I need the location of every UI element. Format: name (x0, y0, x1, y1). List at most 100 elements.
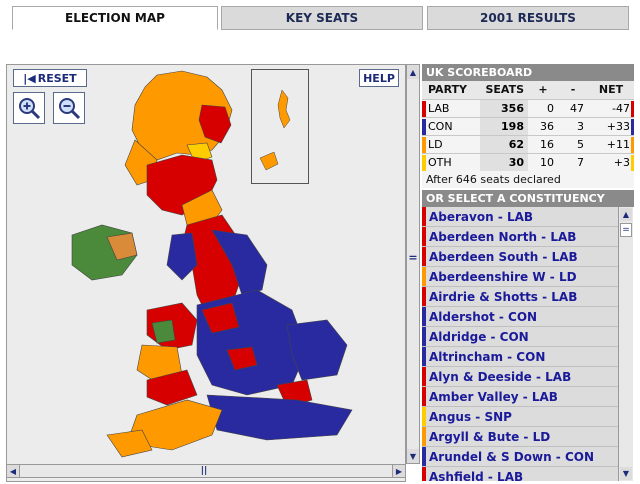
map-region-aberdeen (198, 104, 232, 144)
constituency-list-title: OR SELECT A CONSTITUENCY (422, 190, 634, 207)
scroll-right-arrow-icon[interactable]: ▶ (392, 465, 405, 477)
constituency-label: Aldershot - CON (429, 309, 538, 324)
party-cell: CON (422, 117, 480, 136)
scoreboard-header-row: PARTY SEATS + - NET (422, 81, 634, 100)
constituency-label: Aberavon - LAB (429, 209, 534, 224)
scroll-down-arrow-icon[interactable]: ▼ (407, 449, 419, 463)
scoreboard-row-lab: LAB 356 0 47 -47 (422, 99, 634, 118)
header-minus: - (558, 81, 588, 100)
uk-constituency-map[interactable] (7, 65, 406, 465)
party-color-bar (422, 367, 426, 386)
seats-cell: 30 (480, 153, 528, 172)
constituency-label: Arundel & S Down - CON (429, 449, 594, 464)
constituency-list-item[interactable]: Aberavon - LAB (422, 207, 618, 227)
constituency-list-item[interactable]: Altrincham - CON (422, 347, 618, 367)
constituency-label: Aberdeenshire W - LD (429, 269, 577, 284)
losses-cell: 3 (558, 117, 588, 136)
constituency-list-item[interactable]: Argyll & Bute - LD (422, 427, 618, 447)
constituency-list-item[interactable]: Aberdeenshire W - LD (422, 267, 618, 287)
losses-cell: 5 (558, 135, 588, 154)
losses-cell: 47 (558, 99, 588, 118)
map-region-cumbria (166, 232, 198, 281)
seats-cell: 356 (480, 99, 528, 118)
zoom-out-icon (59, 98, 81, 120)
constituency-list-item[interactable]: Arundel & S Down - CON (422, 447, 618, 467)
constituency-label: Aberdeen North - LAB (429, 229, 577, 244)
constituency-list-item[interactable]: Aldridge - CON (422, 327, 618, 347)
gains-cell: 36 (528, 117, 558, 136)
zoom-in-button[interactable] (13, 92, 45, 124)
constituency-list[interactable]: Aberavon - LAB Aberdeen North - LAB Aberde… (422, 207, 618, 481)
map-region-south-wales (146, 369, 198, 406)
seats-cell: 62 (480, 135, 528, 154)
reset-button[interactable]: |◀ RESET (13, 69, 87, 87)
header-seats: SEATS (480, 81, 528, 100)
losses-cell: 7 (558, 153, 588, 172)
constituency-label: Alyn & Deeside - LAB (429, 369, 572, 384)
party-color-bar (422, 307, 426, 326)
constituency-list-item[interactable]: Airdrie & Shotts - LAB (422, 287, 618, 307)
scroll-grip-icon[interactable]: = (408, 250, 418, 264)
party-color-bar (422, 267, 426, 286)
constituency-list-item[interactable]: Ashfield - LAB (422, 467, 618, 481)
constituency-list-item[interactable]: Amber Valley - LAB (422, 387, 618, 407)
constituency-list-item[interactable]: Alyn & Deeside - LAB (422, 367, 618, 387)
scroll-left-arrow-icon[interactable]: ◀ (7, 465, 20, 477)
gains-cell: 16 (528, 135, 558, 154)
scroll-up-arrow-icon[interactable]: ▲ (407, 65, 419, 79)
party-color-bar (422, 347, 426, 366)
map-region-yorkshire (211, 229, 268, 296)
seats-declared-status: After 646 seats declared (422, 171, 634, 188)
scoreboard-table: PARTY SEATS + - NET LAB 356 0 47 -47 CON… (422, 81, 634, 172)
net-cell: +11 (588, 135, 634, 154)
constituency-label: Angus - SNP (429, 409, 512, 424)
seats-cell: 198 (480, 117, 528, 136)
constituency-label: Aldridge - CON (429, 329, 529, 344)
scoreboard-row-ld: LD 62 16 5 +11 (422, 135, 634, 154)
constituency-list-scrollbar[interactable]: ▲ = ▼ (618, 207, 633, 481)
map-region-cornwall (106, 429, 153, 458)
map-region-ni-east (106, 232, 138, 261)
party-cell: LAB (422, 99, 480, 118)
scroll-down-arrow-icon[interactable]: ▼ (620, 467, 632, 480)
net-cell: +33 (588, 117, 634, 136)
party-color-bar (422, 247, 426, 266)
constituency-label: Altrincham - CON (429, 349, 546, 364)
gains-cell: 10 (528, 153, 558, 172)
tab-2001-results[interactable]: 2001 RESULTS (427, 6, 629, 30)
tab-election-map[interactable]: ELECTION MAP (12, 6, 218, 30)
constituency-list-item[interactable]: Aberdeen South - LAB (422, 247, 618, 267)
scroll-up-arrow-icon[interactable]: ▲ (620, 208, 632, 221)
party-color-bar (422, 207, 426, 226)
constituency-label: Amber Valley - LAB (429, 389, 558, 404)
zoom-out-button[interactable] (53, 92, 85, 124)
scroll-thumb[interactable]: = (620, 223, 632, 237)
constituency-label: Airdrie & Shotts - LAB (429, 289, 578, 304)
party-color-bar (422, 287, 426, 306)
map-region-birmingham (226, 346, 258, 371)
constituency-list-item[interactable]: Aldershot - CON (422, 307, 618, 327)
party-color-bar (422, 467, 426, 481)
shetland-orkney-inset (251, 69, 309, 184)
party-color-bar (422, 327, 426, 346)
scoreboard-row-con: CON 198 36 3 +33 (422, 117, 634, 136)
map-region-south-east (206, 394, 353, 441)
reset-label: RESET (37, 71, 77, 85)
constituency-list-item[interactable]: Angus - SNP (422, 407, 618, 427)
tab-key-seats[interactable]: KEY SEATS (221, 6, 423, 30)
net-cell: +3 (588, 153, 634, 172)
rewind-icon: |◀ (23, 71, 36, 85)
map-horizontal-scrollbar[interactable]: ◀ || ▶ (6, 464, 406, 478)
map-region-east-anglia (286, 319, 348, 381)
zoom-in-icon (19, 98, 41, 120)
map-vertical-scrollbar[interactable]: ▲ = ▼ (406, 64, 420, 464)
scroll-grip-icon[interactable]: || (200, 466, 208, 476)
help-button[interactable]: HELP (359, 69, 399, 87)
party-color-bar (422, 227, 426, 246)
constituency-list-item[interactable]: Aberdeen North - LAB (422, 227, 618, 247)
election-map-panel[interactable]: |◀ RESET HELP (6, 64, 406, 482)
party-cell: LD (422, 135, 480, 154)
map-region-manchester (201, 302, 240, 334)
header-net: NET (588, 81, 634, 100)
header-party: PARTY (422, 81, 480, 100)
